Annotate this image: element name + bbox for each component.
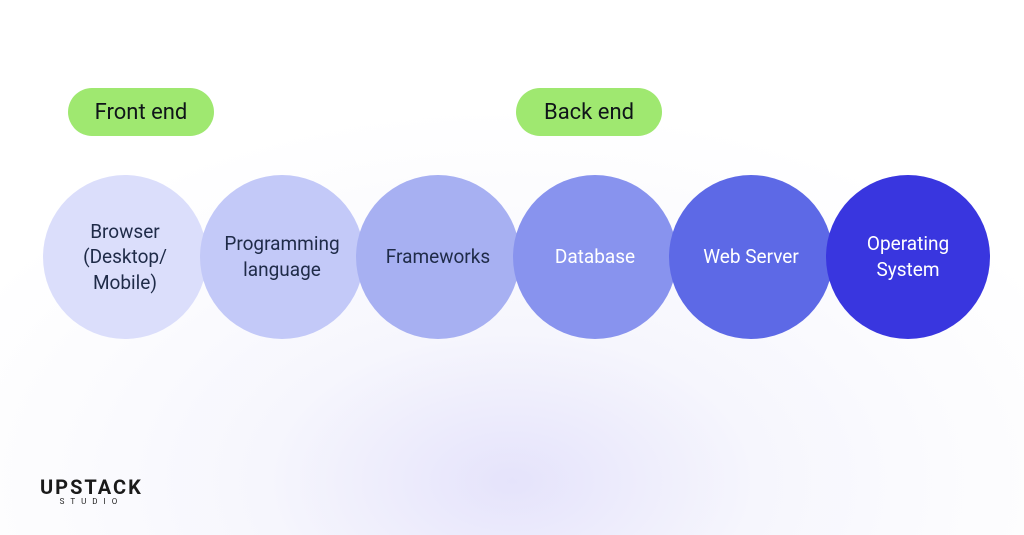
pill-frontend-label: Front end [95, 100, 188, 125]
pill-frontend: Front end [68, 88, 214, 136]
pill-backend-label: Back end [544, 100, 634, 125]
logo: UPSTACK STUDIO [40, 475, 143, 506]
circle-database-label: Database [545, 244, 645, 270]
circle-browser: Browser(Desktop/Mobile) [43, 175, 207, 339]
circle-programming-language-label: Programminglanguage [214, 231, 349, 282]
logo-sub: STUDIO [60, 497, 124, 506]
circle-browser-label: Browser(Desktop/Mobile) [73, 219, 177, 296]
circle-operating-system-label: OperatingSystem [857, 231, 959, 282]
pill-backend: Back end [516, 88, 662, 136]
circle-programming-language: Programminglanguage [200, 175, 364, 339]
circle-operating-system: OperatingSystem [826, 175, 990, 339]
circle-database: Database [513, 175, 677, 339]
circle-web-server-label: Web Server [693, 244, 809, 270]
circle-web-server: Web Server [669, 175, 833, 339]
circle-frameworks: Frameworks [356, 175, 520, 339]
logo-main: UPSTACK [40, 475, 143, 499]
circle-frameworks-label: Frameworks [376, 244, 500, 270]
